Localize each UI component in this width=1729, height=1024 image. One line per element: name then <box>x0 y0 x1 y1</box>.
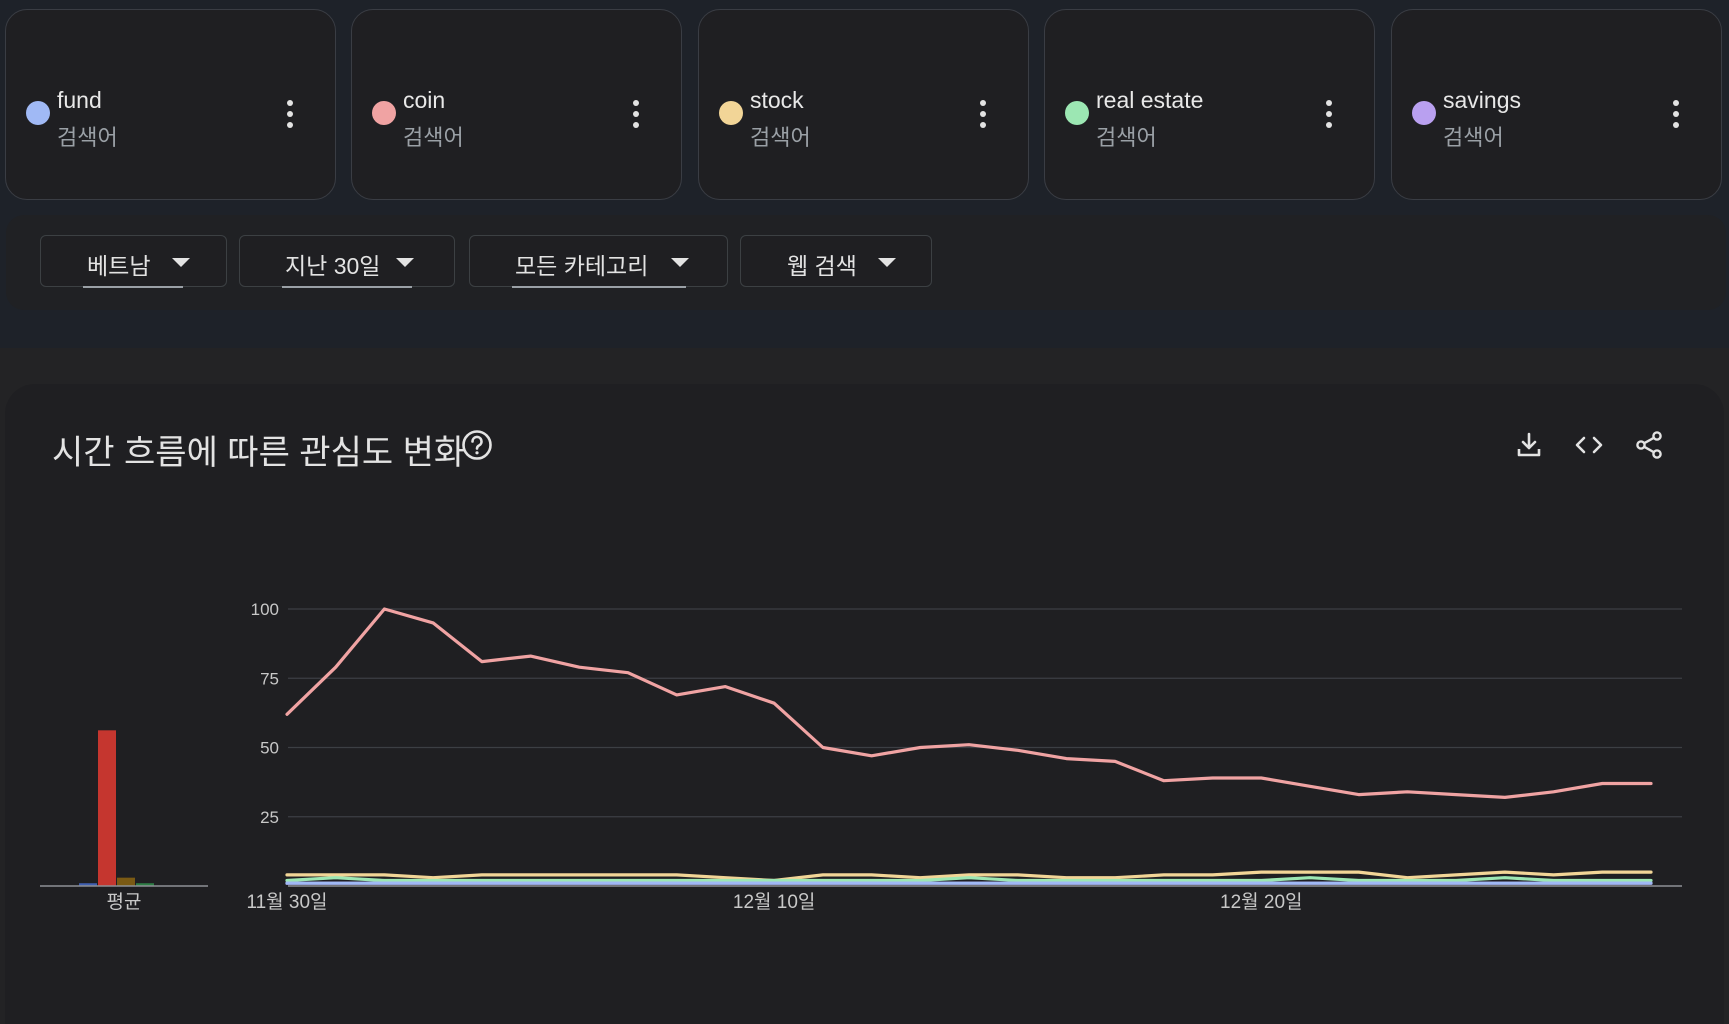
more-options-icon[interactable] <box>1321 100 1337 130</box>
time-range-dropdown[interactable]: 지난 30일 <box>239 235 455 288</box>
download-icon[interactable] <box>1514 430 1544 460</box>
dropdown-underline <box>83 286 183 288</box>
average-bar <box>79 883 97 886</box>
average-bar <box>136 883 154 886</box>
interest-over-time-card: 시간 흐름에 따른 관심도 변화 평균 25 50 75 100 11월 30일 12월… <box>5 384 1724 1024</box>
caret-down-icon <box>671 258 689 267</box>
region-label: 베트남 <box>87 253 151 279</box>
term-card-fund[interactable]: fund 검색어 <box>5 9 336 200</box>
region-dropdown[interactable]: 베트남 <box>40 235 227 288</box>
series-line-stock[interactable] <box>285 870 1653 883</box>
more-options-icon[interactable] <box>628 100 644 130</box>
term-card-savings[interactable]: savings 검색어 <box>1391 9 1722 200</box>
search-type-dropdown[interactable]: 웹 검색 <box>740 235 932 287</box>
term-card-coin[interactable]: coin 검색어 <box>351 9 682 200</box>
caret-down-icon <box>396 258 414 267</box>
share-icon[interactable] <box>1634 430 1664 460</box>
time-range-label: 지난 30일 <box>285 253 381 279</box>
series-line-coin[interactable] <box>285 607 1653 799</box>
dropdown-underline <box>512 286 686 288</box>
x-tick-label: 12월 10일 <box>733 891 816 913</box>
series-color-dot <box>719 101 743 125</box>
term-type: 검색어 <box>403 125 464 150</box>
series-color-dot <box>26 101 50 125</box>
y-tick-label: 100 <box>251 600 279 619</box>
y-tick-label: 75 <box>260 669 279 688</box>
series-color-dot <box>1412 101 1436 125</box>
average-bar <box>117 877 135 886</box>
category-dropdown[interactable]: 모든 카테고리 <box>469 235 728 288</box>
caret-down-icon <box>878 258 896 267</box>
dropdown-underline <box>282 286 412 288</box>
search-type-label: 웹 검색 <box>787 253 857 279</box>
term-name: coin <box>403 87 446 113</box>
average-bar-chart: 평균 <box>40 730 208 913</box>
term-name: real estate <box>1096 87 1204 113</box>
term-name: fund <box>57 87 102 113</box>
more-options-icon[interactable] <box>282 100 298 130</box>
average-label: 평균 <box>107 891 142 913</box>
chart-title: 시간 흐름에 따른 관심도 변화 <box>52 434 466 472</box>
term-type: 검색어 <box>1443 125 1504 150</box>
more-options-icon[interactable] <box>975 100 991 130</box>
y-tick-label: 50 <box>260 739 279 758</box>
x-tick-label: 12월 20일 <box>1220 891 1303 913</box>
average-bar <box>98 730 116 886</box>
term-type: 검색어 <box>57 125 118 150</box>
series-color-dot <box>372 101 396 125</box>
term-card-real-estate[interactable]: real estate 검색어 <box>1044 9 1375 200</box>
more-options-icon[interactable] <box>1668 100 1684 130</box>
term-name: savings <box>1443 87 1521 113</box>
term-name: stock <box>750 87 804 113</box>
embed-code-icon[interactable] <box>1574 430 1604 460</box>
filter-bar: 베트남 지난 30일 모든 카테고리 웹 검색 <box>6 215 1726 310</box>
series-line-real-estate[interactable] <box>285 876 1653 883</box>
series-color-dot <box>1065 101 1089 125</box>
help-circle-icon[interactable] <box>461 429 493 461</box>
category-label: 모든 카테고리 <box>515 253 649 279</box>
x-tick-label: 11월 30일 <box>246 891 327 913</box>
term-card-stock[interactable]: stock 검색어 <box>698 9 1029 200</box>
y-tick-label: 25 <box>260 808 279 827</box>
caret-down-icon <box>172 258 190 267</box>
term-type: 검색어 <box>1096 125 1157 150</box>
interest-line-chart: 25 50 75 100 11월 30일 12월 10일 12월 20일 <box>246 600 1682 913</box>
term-type: 검색어 <box>750 125 811 150</box>
